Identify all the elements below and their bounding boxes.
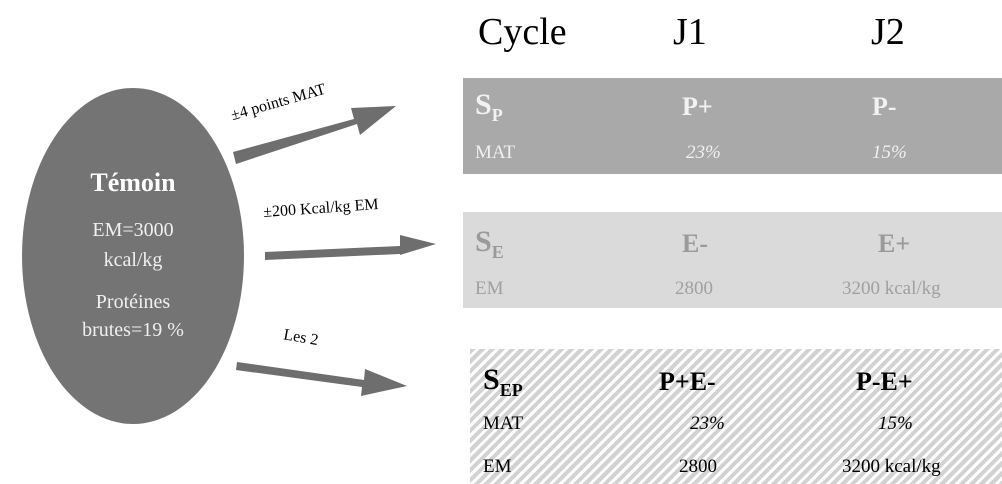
block-energy-protein-row2-value-j1: 2800 <box>679 456 717 477</box>
block-energy-protein-condition-j1: P+E- <box>659 367 716 396</box>
block-protein-row-label: MAT <box>475 142 516 163</box>
arrow-both <box>236 362 407 396</box>
block-protein-symbol: SP <box>475 88 503 125</box>
arrow-energy <box>265 235 436 260</box>
block-energy-value-j1: 2800 <box>675 278 713 299</box>
block-energy-protein-condition-j2: P-E+ <box>856 367 913 396</box>
control-ellipse <box>22 88 244 424</box>
block-energy-protein-row2-value-j2: 3200 kcal/kg <box>842 456 941 477</box>
block-energy-protein-row2-label: EM <box>483 456 512 477</box>
block-energy-protein-symbol: SEP <box>483 363 523 400</box>
block-energy-protein-row1-value-j1: 23% <box>690 413 725 434</box>
block-energy-condition-j1: E- <box>682 229 708 258</box>
block-energy-symbol: SE <box>475 225 504 262</box>
arrow-protein <box>233 106 396 164</box>
block-energy-protein-row1-value-j2: 15% <box>878 413 913 434</box>
block-protein-value-j1: 23% <box>686 142 721 163</box>
control-protein-line1: Protéines <box>95 291 171 313</box>
control-energy-line2: kcal/kg <box>103 249 163 271</box>
block-energy-row-label: EM <box>475 278 504 299</box>
block-energy-condition-j2: E+ <box>878 229 911 258</box>
block-energy-protein <box>470 349 1002 484</box>
block-energy-protein-row1-label: MAT <box>483 413 524 434</box>
header-j1: J1 <box>673 11 707 53</box>
block-protein <box>463 78 1002 174</box>
control-title: Témoin <box>90 168 176 197</box>
block-protein-condition-j1: P+ <box>682 92 713 121</box>
block-protein-condition-j2: P- <box>872 92 897 121</box>
control-protein-line2: brutes=19 % <box>82 319 184 341</box>
control-energy-line1: EM=3000 <box>92 219 174 241</box>
block-energy-value-j2: 3200 kcal/kg <box>842 278 941 299</box>
block-energy <box>463 212 1002 308</box>
header-j2: J2 <box>871 11 905 53</box>
block-protein-value-j2: 15% <box>872 142 907 163</box>
header-cycle: Cycle <box>478 11 567 53</box>
